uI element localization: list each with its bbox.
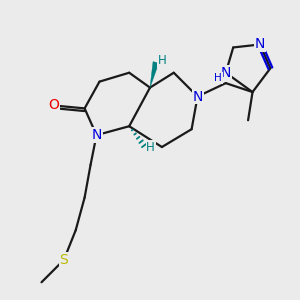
Text: H: H: [146, 140, 155, 154]
Text: H: H: [158, 54, 167, 67]
Text: H: H: [214, 73, 222, 83]
Text: S: S: [59, 253, 68, 267]
Text: N: N: [192, 89, 203, 103]
Polygon shape: [150, 61, 159, 88]
Text: N: N: [220, 66, 231, 80]
Text: O: O: [48, 98, 59, 112]
Text: N: N: [91, 128, 102, 142]
Text: N: N: [255, 38, 265, 52]
